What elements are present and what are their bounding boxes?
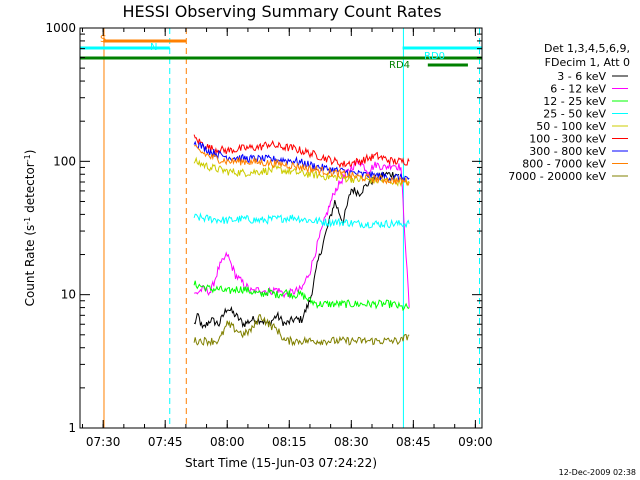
legend-label-7: 800 - 7000 keV [522, 158, 606, 171]
flag-label-3: RD4 [389, 60, 410, 71]
legend-label-3: 25 - 50 keV [543, 108, 606, 121]
flag-label-1: N [150, 42, 157, 53]
x-tick-label-5: 08:45 [396, 435, 431, 449]
x-tick-label-2: 08:00 [210, 435, 245, 449]
y-axis-label: Count Rate (s-1 detector-1) [23, 150, 38, 307]
legend-label-8: 7000 - 20000 keV [508, 170, 606, 183]
legend-label-5: 100 - 300 keV [529, 133, 606, 146]
x-tick-label-1: 07:45 [148, 435, 183, 449]
x-tick-label-6: 09:00 [458, 435, 493, 449]
x-axis-label: Start Time (15-Jun-03 07:24:22) [185, 456, 377, 470]
series-line-1 [194, 159, 410, 308]
y-axis: 1 10 100 1000 [45, 21, 482, 435]
x-tick-label-4: 08:30 [334, 435, 369, 449]
y-tick-label-0: 1 [68, 421, 76, 435]
series-line-3 [193, 212, 410, 229]
legend-label-2: 12 - 25 keV [543, 95, 606, 108]
flag-bars: S N RD0 RD4 [80, 34, 482, 71]
y-tick-label-2: 100 [53, 154, 76, 168]
legend-label-0: 3 - 6 keV [557, 70, 606, 83]
series-line-8 [193, 314, 410, 347]
timestamp: 12-Dec-2009 02:38 [559, 468, 636, 477]
legend-label-4: 50 - 100 keV [536, 120, 606, 133]
plot-frame [79, 27, 483, 429]
x-tick-label-0: 07:30 [86, 435, 121, 449]
legend: Det 1,3,4,5,6,9,FDecim 1, Att 03 - 6 keV… [508, 42, 630, 183]
legend-header-0: Det 1,3,4,5,6,9, [544, 42, 630, 55]
x-tick-label-3: 08:15 [272, 435, 307, 449]
series-line-7 [194, 144, 410, 186]
series-line-2 [193, 280, 410, 312]
series-line-6 [193, 140, 410, 184]
legend-header-1: FDecim 1, Att 0 [545, 56, 630, 69]
y-tick-label-3: 1000 [45, 21, 76, 35]
y-tick-label-1: 10 [61, 288, 76, 302]
series-line-5 [193, 134, 410, 169]
series-layer [193, 134, 410, 347]
legend-label-6: 300 - 800 keV [529, 145, 606, 158]
flag-label-0: S [100, 34, 106, 45]
series-line-0 [193, 171, 400, 330]
flag-label-2: RD0 [424, 51, 445, 62]
chart-title: HESSI Observing Summary Count Rates [122, 2, 441, 21]
x-axis: 07:30 07:45 08:00 08:15 08:30 08:45 09:00 [81, 28, 493, 449]
legend-label-1: 6 - 12 keV [550, 83, 606, 96]
